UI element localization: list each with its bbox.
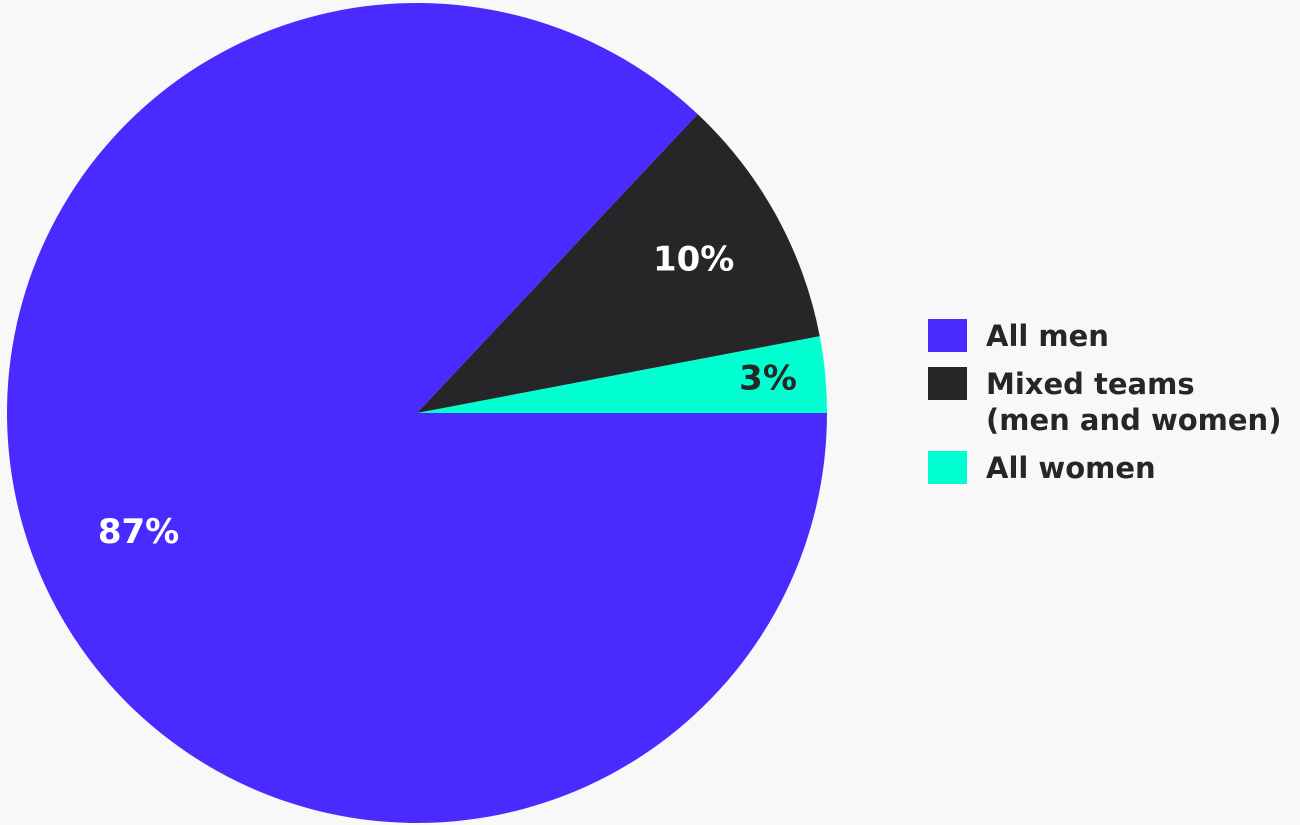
slice-label-mixed-teams: 10% <box>653 239 734 279</box>
chart-legend: All men Mixed teams (men and women) All … <box>928 318 1288 498</box>
slice-label-all-men: 87% <box>98 512 179 552</box>
legend-label-all-women: All women <box>986 451 1156 485</box>
legend-label-mixed-teams: Mixed teams <box>986 367 1195 401</box>
legend-swatch-all-women <box>928 451 967 484</box>
legend-item-mixed-teams: Mixed teams (men and women) <box>928 366 1288 438</box>
legend-swatch-mixed-teams <box>928 367 967 400</box>
pie-slice-mixed-teams <box>417 114 820 413</box>
legend-item-all-women: All women <box>928 450 1288 486</box>
legend-swatch-all-men <box>928 319 967 352</box>
pie-slice-all-women <box>417 336 827 413</box>
legend-label-all-men: All men <box>986 319 1109 353</box>
pie-slice-all-men <box>6 2 828 824</box>
legend-label-mixed-teams-detail: (men and women) <box>986 403 1282 437</box>
slice-label-all-women: 3% <box>739 358 797 398</box>
legend-item-all-men: All men <box>928 318 1288 354</box>
